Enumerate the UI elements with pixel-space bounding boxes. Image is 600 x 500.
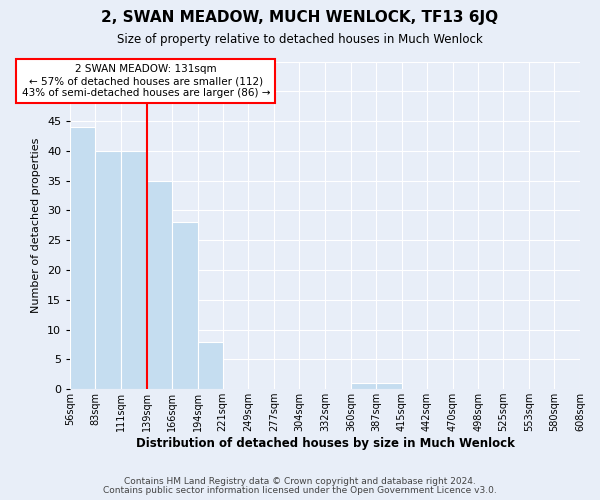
Bar	[172, 222, 197, 389]
Bar	[351, 383, 376, 389]
Bar	[376, 383, 402, 389]
Text: 2, SWAN MEADOW, MUCH WENLOCK, TF13 6JQ: 2, SWAN MEADOW, MUCH WENLOCK, TF13 6JQ	[101, 10, 499, 25]
Bar	[121, 151, 147, 389]
Text: Contains public sector information licensed under the Open Government Licence v3: Contains public sector information licen…	[103, 486, 497, 495]
Text: 2 SWAN MEADOW: 131sqm
← 57% of detached houses are smaller (112)
43% of semi-det: 2 SWAN MEADOW: 131sqm ← 57% of detached …	[22, 64, 270, 98]
Bar	[70, 127, 95, 389]
Text: Contains HM Land Registry data © Crown copyright and database right 2024.: Contains HM Land Registry data © Crown c…	[124, 477, 476, 486]
Bar	[95, 151, 121, 389]
Text: Size of property relative to detached houses in Much Wenlock: Size of property relative to detached ho…	[117, 32, 483, 46]
Y-axis label: Number of detached properties: Number of detached properties	[31, 138, 41, 313]
Bar	[197, 342, 223, 389]
Bar	[147, 180, 172, 389]
X-axis label: Distribution of detached houses by size in Much Wenlock: Distribution of detached houses by size …	[136, 437, 515, 450]
